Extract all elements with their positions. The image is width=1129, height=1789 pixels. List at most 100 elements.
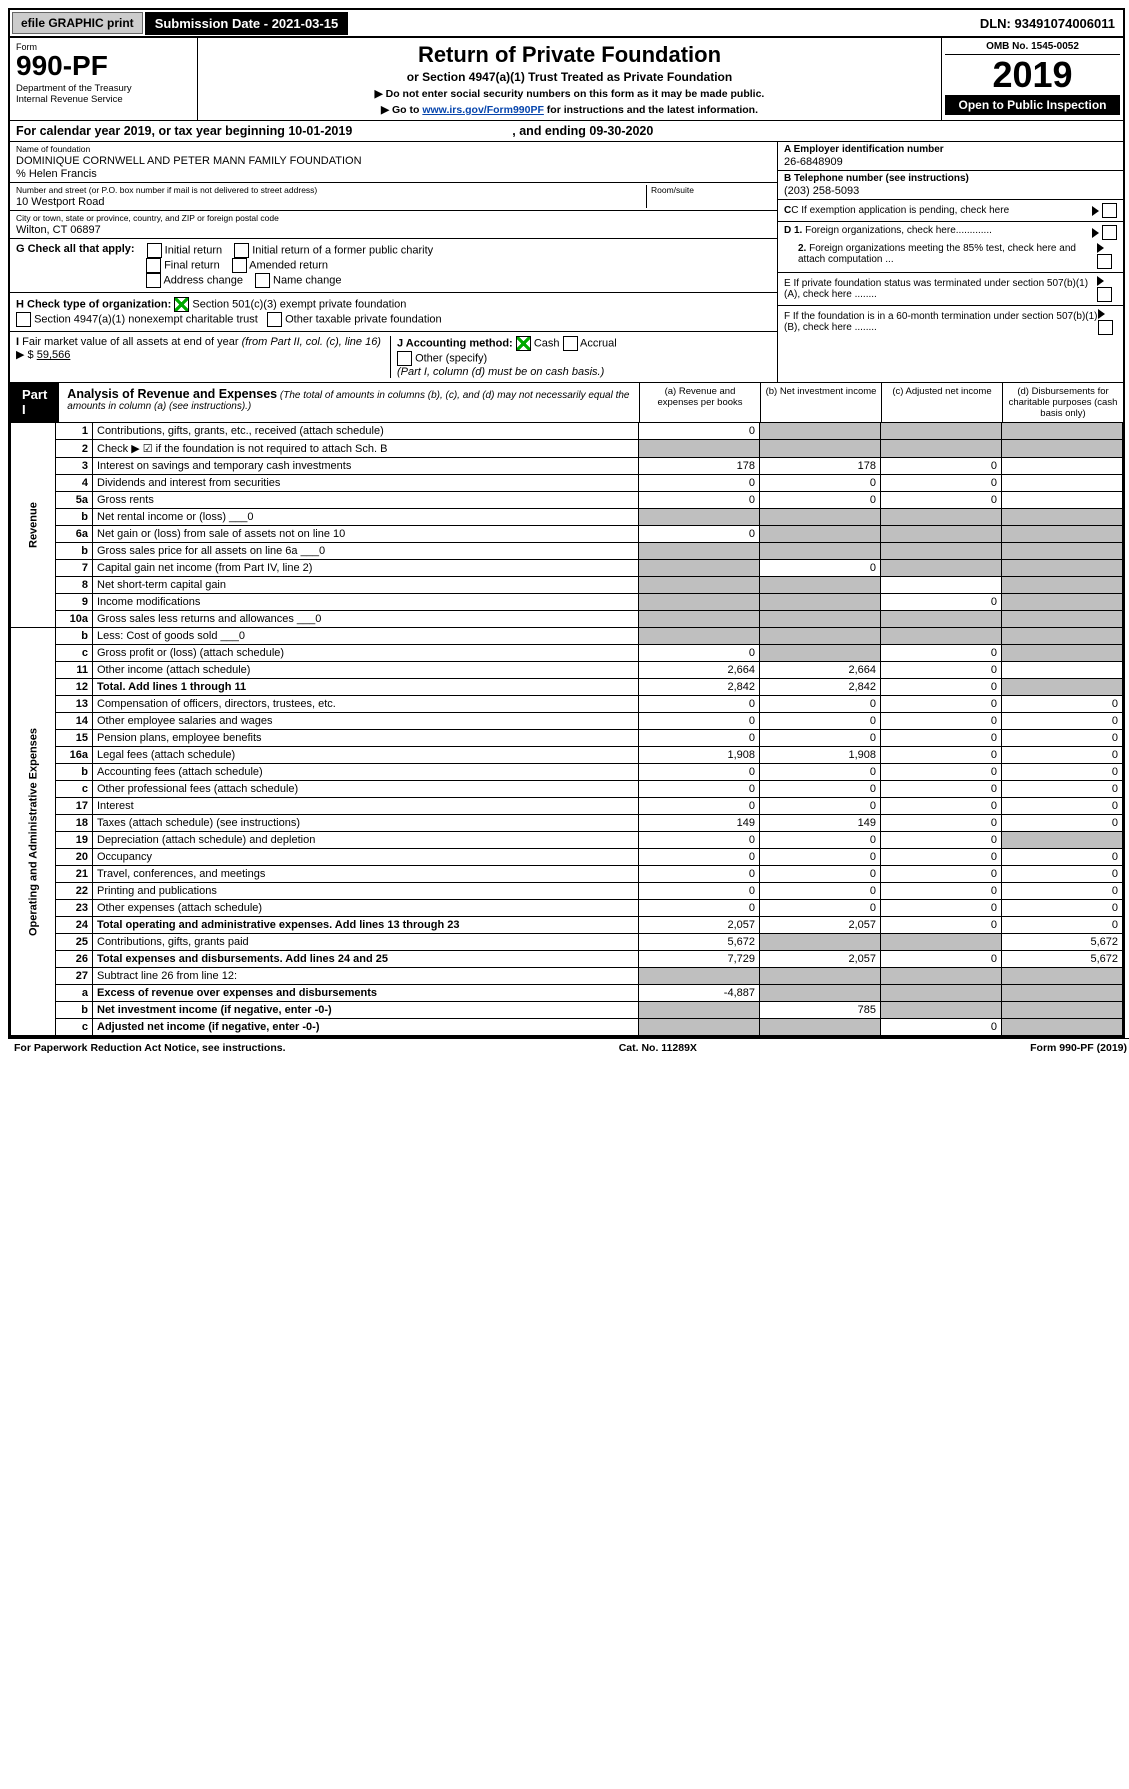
cell: 0: [881, 645, 1002, 662]
table-row: aExcess of revenue over expenses and dis…: [11, 985, 1123, 1002]
cell: 0: [639, 900, 760, 917]
table-row: 19Depreciation (attach schedule) and dep…: [11, 832, 1123, 849]
4947-checkbox[interactable]: [16, 312, 31, 327]
row-desc: Travel, conferences, and meetings: [93, 866, 639, 883]
cell: [881, 985, 1002, 1002]
table-row: 6aNet gain or (loss) from sale of assets…: [11, 526, 1123, 543]
row-num: 23: [56, 900, 93, 917]
cell: [639, 509, 760, 526]
cell: 0: [881, 1019, 1002, 1036]
table-row: 11Other income (attach schedule)2,6642,6…: [11, 662, 1123, 679]
cell: [639, 560, 760, 577]
cell: 178: [639, 458, 760, 475]
cell: [881, 934, 1002, 951]
cell: 0: [881, 798, 1002, 815]
cell: 0: [639, 883, 760, 900]
cell: 0: [639, 849, 760, 866]
efile-print-button[interactable]: efile GRAPHIC print: [12, 12, 143, 34]
row-desc: Net investment income (if negative, ente…: [93, 1002, 639, 1019]
cell: [1002, 526, 1123, 543]
501c3-checkbox[interactable]: [174, 297, 189, 312]
row-num: 19: [56, 832, 93, 849]
row-desc: Occupancy: [93, 849, 639, 866]
section-i-j: I Fair market value of all assets at end…: [10, 332, 777, 382]
cell: 0: [639, 475, 760, 492]
section-c: CC If exemption application is pending, …: [778, 200, 1123, 222]
row-num: 12: [56, 679, 93, 696]
table-row: 27Subtract line 26 from line 12:: [11, 968, 1123, 985]
cell: 0: [881, 492, 1002, 509]
cell: 0: [881, 764, 1002, 781]
final-return-checkbox[interactable]: [146, 258, 161, 273]
table-row: 13Compensation of officers, directors, t…: [11, 696, 1123, 713]
cell: 0: [760, 475, 881, 492]
cell: [1002, 543, 1123, 560]
table-row: 22Printing and publications0000: [11, 883, 1123, 900]
phone-cell: B Telephone number (see instructions) (2…: [778, 171, 1123, 200]
row-num: c: [56, 1019, 93, 1036]
cell: [760, 440, 881, 458]
submission-date: Submission Date - 2021-03-15: [145, 12, 349, 35]
cell: 0: [1002, 815, 1123, 832]
initial-return-checkbox[interactable]: [147, 243, 162, 258]
row-desc: Subtract line 26 from line 12:: [93, 968, 639, 985]
cell: [1002, 492, 1123, 509]
table-row: 25Contributions, gifts, grants paid5,672…: [11, 934, 1123, 951]
row-num: b: [56, 543, 93, 560]
col-d-hdr: (d) Disbursements for charitable purpose…: [1002, 383, 1123, 422]
other-method-checkbox[interactable]: [397, 351, 412, 366]
row-desc: Interest on savings and temporary cash i…: [93, 458, 639, 475]
instr2: ▶ Go to www.irs.gov/Form990PF for instru…: [208, 104, 931, 116]
table-row: 4Dividends and interest from securities0…: [11, 475, 1123, 492]
row-desc: Capital gain net income (from Part IV, l…: [93, 560, 639, 577]
row-num: 21: [56, 866, 93, 883]
row-num: b: [56, 628, 93, 645]
cell: 0: [639, 423, 760, 440]
row-num: 2: [56, 440, 93, 458]
cell: [639, 594, 760, 611]
former-charity-checkbox[interactable]: [234, 243, 249, 258]
name-change-checkbox[interactable]: [255, 273, 270, 288]
cell: 0: [639, 832, 760, 849]
amended-return-checkbox[interactable]: [232, 258, 247, 273]
accrual-checkbox[interactable]: [563, 336, 578, 351]
cell: [639, 1019, 760, 1036]
cell: 0: [760, 560, 881, 577]
cell: 0: [881, 849, 1002, 866]
cell: 0: [1002, 764, 1123, 781]
f-checkbox[interactable]: [1098, 320, 1113, 335]
row-num: 27: [56, 968, 93, 985]
table-row: 10aGross sales less returns and allowanc…: [11, 611, 1123, 628]
e-checkbox[interactable]: [1097, 287, 1112, 302]
other-taxable-checkbox[interactable]: [267, 312, 282, 327]
cell: [1002, 662, 1123, 679]
irs-link[interactable]: www.irs.gov/Form990PF: [422, 104, 544, 116]
cell: [881, 611, 1002, 628]
c-checkbox[interactable]: [1102, 203, 1117, 218]
cell: 149: [639, 815, 760, 832]
table-row: 16aLegal fees (attach schedule)1,9081,90…: [11, 747, 1123, 764]
cash-checkbox[interactable]: [516, 336, 531, 351]
cell: 2,842: [639, 679, 760, 696]
cell: [1002, 423, 1123, 440]
row-num: 24: [56, 917, 93, 934]
cell: [639, 968, 760, 985]
row-desc: Check ▶ ☑ if the foundation is not requi…: [93, 440, 639, 458]
row-desc: Interest: [93, 798, 639, 815]
cell: [760, 645, 881, 662]
cell: [1002, 968, 1123, 985]
d2-checkbox[interactable]: [1097, 254, 1112, 269]
cell: 0: [639, 696, 760, 713]
table-row: 9Income modifications0: [11, 594, 1123, 611]
row-num: 11: [56, 662, 93, 679]
row-num: 20: [56, 849, 93, 866]
header: Form 990-PF Department of the Treasury I…: [10, 38, 1123, 120]
row-num: 22: [56, 883, 93, 900]
form-number: 990-PF: [16, 52, 191, 80]
address-change-checkbox[interactable]: [146, 273, 161, 288]
cell: [881, 1002, 1002, 1019]
d1-checkbox[interactable]: [1102, 225, 1117, 240]
cell: [760, 934, 881, 951]
row-num: 14: [56, 713, 93, 730]
cell: 0: [639, 492, 760, 509]
